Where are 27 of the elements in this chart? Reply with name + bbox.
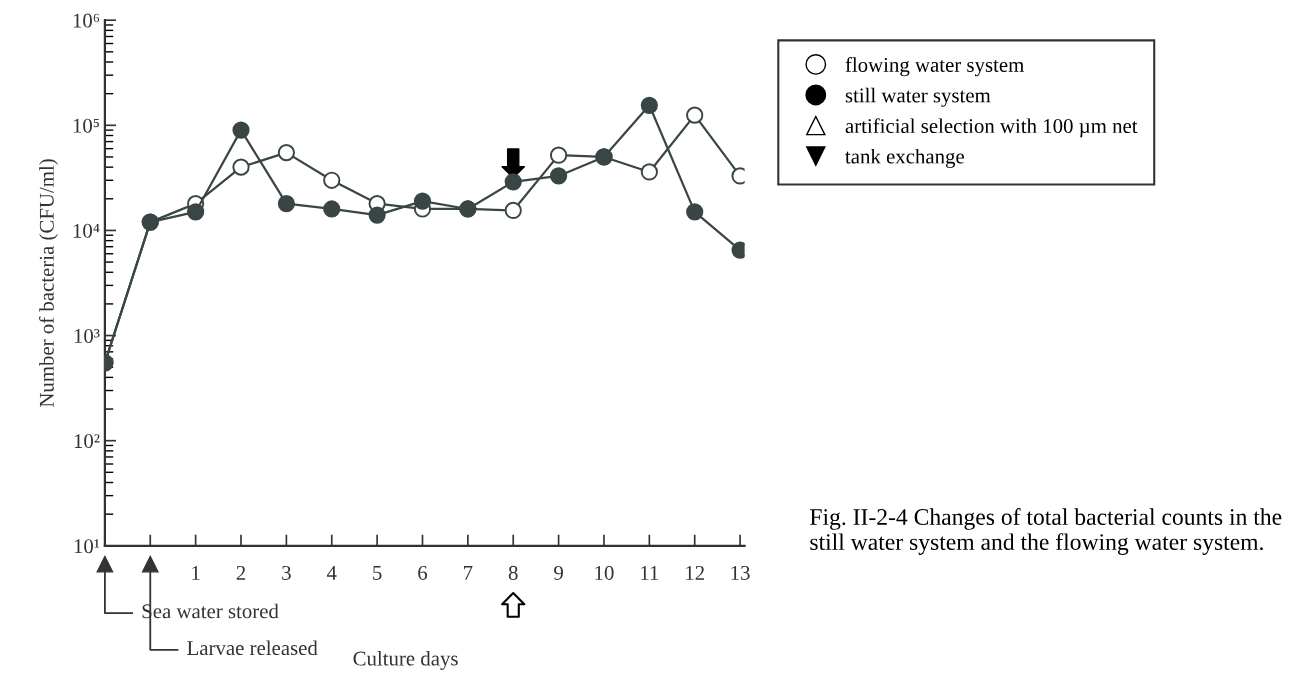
y-axis-title: Number of bacteria (CFU/ml) [38,159,59,408]
x-tick-label: 11 [641,565,659,580]
text: tank exchange [845,148,964,168]
text: artificial selection with 100 µm net [845,118,1138,138]
x-tick-label: 8 [508,565,518,580]
x-tick-label: 1 [192,565,200,580]
text: still water system [845,87,991,107]
x-tick-label: 13 [731,565,750,580]
y-tick-label: 10³ [74,328,100,343]
x-tick-label: 5 [373,566,382,580]
y-tick-label: 10⁵ [73,118,100,133]
x-tick-label: 3 [282,565,291,580]
y-tick-label: 10² [74,434,100,449]
x-tick-label: 4 [326,565,337,580]
y-tick-label: 10¹ [74,539,100,554]
text: flowing water system [845,57,1024,77]
x-tick-label: 7 [464,566,473,580]
x-tick-label: 9 [554,565,563,580]
x-tick-label: 12 [686,565,704,580]
y-tick-label: 10⁶ [73,13,100,28]
x-tick-label: 6 [418,565,428,580]
text: Fig. II-2-4 Changes of total bacterial counts in the still water system and the flowing water system. [810,508,1282,555]
x-tick-label: 2 [236,565,246,580]
text: Larvae released [187,640,318,656]
x-tick-label: 10 [595,565,614,580]
y-tick-label: 10⁴ [73,223,100,238]
x-axis-title: Culture days [353,650,458,670]
